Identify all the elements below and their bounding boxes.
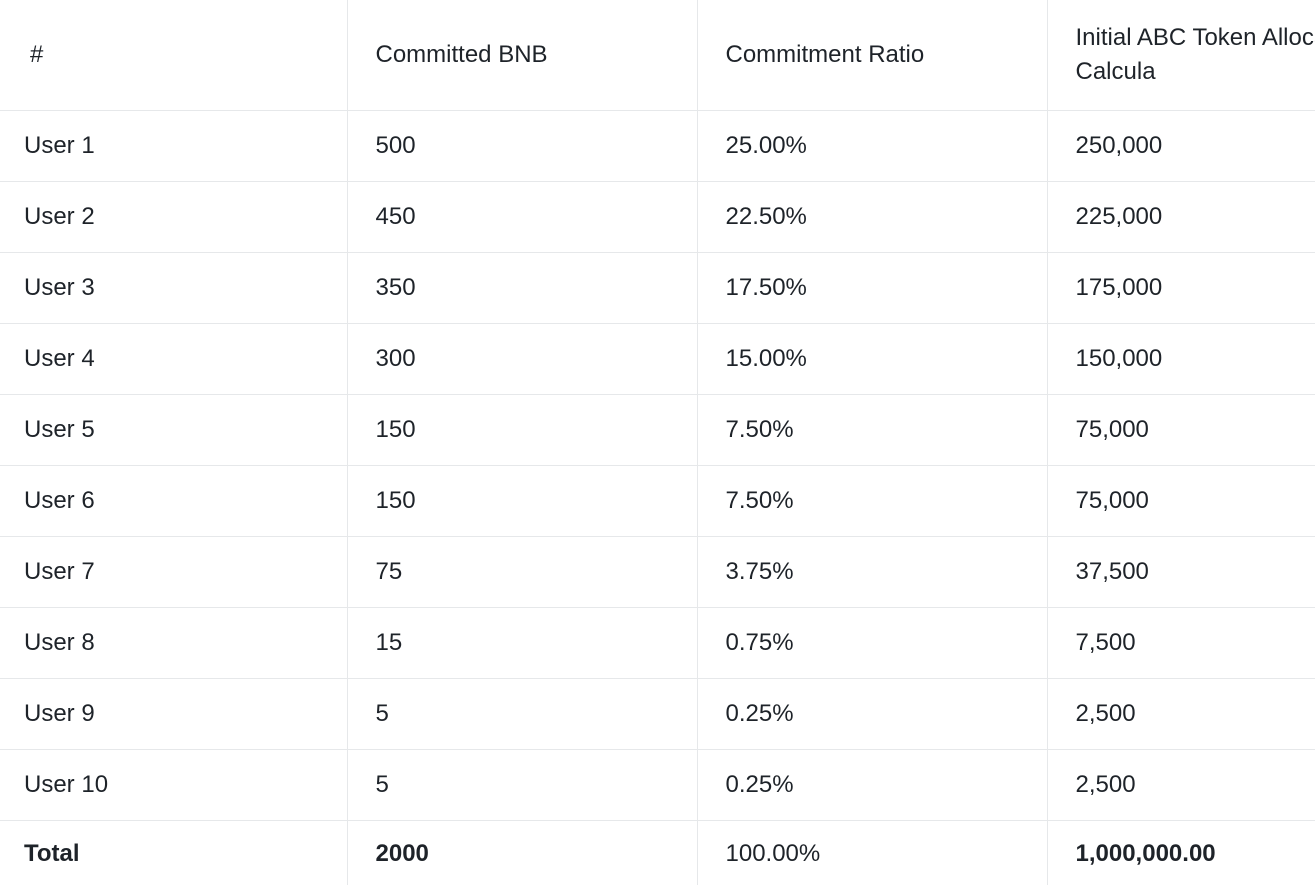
cell-commitment-ratio: 22.50% bbox=[696, 181, 1047, 253]
cell-commitment-ratio: 7.50% bbox=[696, 394, 1047, 466]
cell-committed-bnb: 5 bbox=[346, 749, 697, 821]
cell-user: User 7 bbox=[0, 536, 347, 608]
cell-token-allocation: 150,000 bbox=[1046, 323, 1315, 395]
cell-user: User 9 bbox=[0, 678, 347, 750]
cell-committed-bnb: 15 bbox=[346, 607, 697, 679]
cell-user: User 10 bbox=[0, 749, 347, 821]
cell-total-commitment-ratio: 100.00% bbox=[696, 820, 1047, 885]
cell-token-allocation: 2,500 bbox=[1046, 749, 1315, 821]
cell-committed-bnb: 5 bbox=[346, 678, 697, 750]
cell-total-committed-bnb: 2000 bbox=[346, 820, 697, 885]
cell-token-allocation: 75,000 bbox=[1046, 465, 1315, 537]
cell-commitment-ratio: 25.00% bbox=[696, 110, 1047, 182]
table-row: User 9 5 0.25% 2,500 bbox=[0, 678, 1315, 750]
cell-committed-bnb: 300 bbox=[346, 323, 697, 395]
table-row: User 2 450 22.50% 225,000 bbox=[0, 181, 1315, 253]
column-header-token-allocation-label: Initial ABC Token Allocation Calcula bbox=[1075, 24, 1315, 85]
cell-token-allocation: 2,500 bbox=[1046, 678, 1315, 750]
table-row: User 10 5 0.25% 2,500 bbox=[0, 749, 1315, 821]
cell-commitment-ratio: 3.75% bbox=[696, 536, 1047, 608]
cell-commitment-ratio: 0.25% bbox=[696, 678, 1047, 750]
table-row: User 4 300 15.00% 150,000 bbox=[0, 323, 1315, 395]
table-row: User 7 75 3.75% 37,500 bbox=[0, 536, 1315, 608]
cell-commitment-ratio: 15.00% bbox=[696, 323, 1047, 395]
cell-committed-bnb: 350 bbox=[346, 252, 697, 324]
cell-user: User 4 bbox=[0, 323, 347, 395]
table-row: User 6 150 7.50% 75,000 bbox=[0, 465, 1315, 537]
table-row: User 5 150 7.50% 75,000 bbox=[0, 394, 1315, 466]
table-header-row: # Committed BNB Commitment Ratio Initial… bbox=[0, 0, 1315, 111]
cell-token-allocation: 37,500 bbox=[1046, 536, 1315, 608]
cell-user: User 3 bbox=[0, 252, 347, 324]
cell-committed-bnb: 500 bbox=[346, 110, 697, 182]
column-header-index: # bbox=[0, 0, 347, 111]
cell-total-label: Total bbox=[24, 840, 80, 867]
cell-user: User 1 bbox=[0, 110, 347, 182]
table-row: User 1 500 25.00% 250,000 bbox=[0, 110, 1315, 182]
table-total-row: Total 2000 100.00% 1,000,000.00 bbox=[0, 820, 1315, 885]
cell-committed-bnb: 150 bbox=[346, 465, 697, 537]
cell-user: User 2 bbox=[0, 181, 347, 253]
cell-committed-bnb: 450 bbox=[346, 181, 697, 253]
cell-token-allocation: 225,000 bbox=[1046, 181, 1315, 253]
column-header-token-allocation: Initial ABC Token Allocation Calcula bbox=[1046, 0, 1315, 111]
column-header-commitment-ratio: Commitment Ratio bbox=[696, 0, 1047, 111]
cell-user: User 5 bbox=[0, 394, 347, 466]
column-header-committed-bnb: Committed BNB bbox=[346, 0, 697, 111]
cell-commitment-ratio: 0.25% bbox=[696, 749, 1047, 821]
cell-token-allocation: 250,000 bbox=[1046, 110, 1315, 182]
cell-commitment-ratio: 0.75% bbox=[696, 607, 1047, 679]
cell-commitment-ratio: 7.50% bbox=[696, 465, 1047, 537]
cell-user: User 6 bbox=[0, 465, 347, 537]
cell-token-allocation: 75,000 bbox=[1046, 394, 1315, 466]
cell-user: User 8 bbox=[0, 607, 347, 679]
cell-committed-bnb: 75 bbox=[346, 536, 697, 608]
cell-token-allocation: 7,500 bbox=[1046, 607, 1315, 679]
cell-commitment-ratio: 17.50% bbox=[696, 252, 1047, 324]
cell-total-token-allocation: 1,000,000.00 bbox=[1046, 820, 1315, 885]
table-row: User 3 350 17.50% 175,000 bbox=[0, 252, 1315, 324]
table-row: User 8 15 0.75% 7,500 bbox=[0, 607, 1315, 679]
cell-token-allocation: 175,000 bbox=[1046, 252, 1315, 324]
cell-committed-bnb: 150 bbox=[346, 394, 697, 466]
